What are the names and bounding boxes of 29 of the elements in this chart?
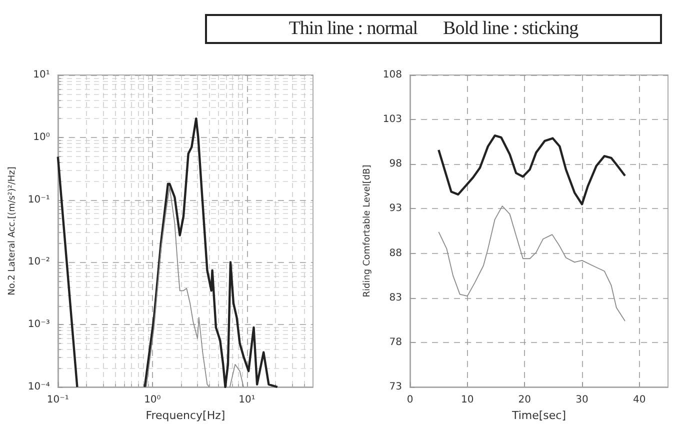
x-tick-label: 10⁻¹: [46, 394, 69, 406]
y-tick-label: 88: [389, 248, 402, 259]
y-tick-label: 10⁻¹: [28, 194, 50, 206]
y-tick-label: 10⁻⁴: [28, 382, 50, 392]
y-axis-title: Riding Comfortable Level[dB]: [362, 164, 373, 298]
line-series: [438, 206, 626, 322]
x-axis-title: Time[sec]: [510, 408, 566, 422]
y-tick-label: 103: [382, 114, 402, 126]
text: Thin line : normal Bold line : sticking: [205, 14, 662, 44]
y-tick-label: 10⁻³: [28, 319, 50, 330]
x-tick-label: 10⁰: [144, 394, 161, 406]
x-tick-label: 20: [518, 394, 532, 406]
y-tick-label: 73: [389, 382, 402, 392]
x-tick-label: 0: [406, 394, 414, 406]
y-tick-label: 10¹: [33, 70, 50, 80]
y-tick-label: 10⁰: [33, 132, 50, 143]
y-tick-label: 93: [389, 203, 402, 214]
x-tick-label: 10¹: [238, 394, 256, 406]
y-tick-label: 98: [389, 158, 402, 170]
x-tick-label: 10: [460, 394, 474, 406]
y-tick-label: 108: [382, 70, 402, 80]
y-tick-label: 78: [389, 336, 402, 348]
x-axis-title: Frequency[Hz]: [146, 408, 226, 422]
line-series: [438, 134, 626, 206]
x-tick-label: 30: [576, 394, 588, 406]
y-axis-title: No.2 Lateral Acc.[(m/s²)²/Hz]: [8, 166, 18, 296]
x-tick-label: 40: [632, 394, 646, 406]
y-tick-label: 83: [389, 292, 402, 304]
y-tick-label: 10⁻²: [28, 256, 50, 268]
